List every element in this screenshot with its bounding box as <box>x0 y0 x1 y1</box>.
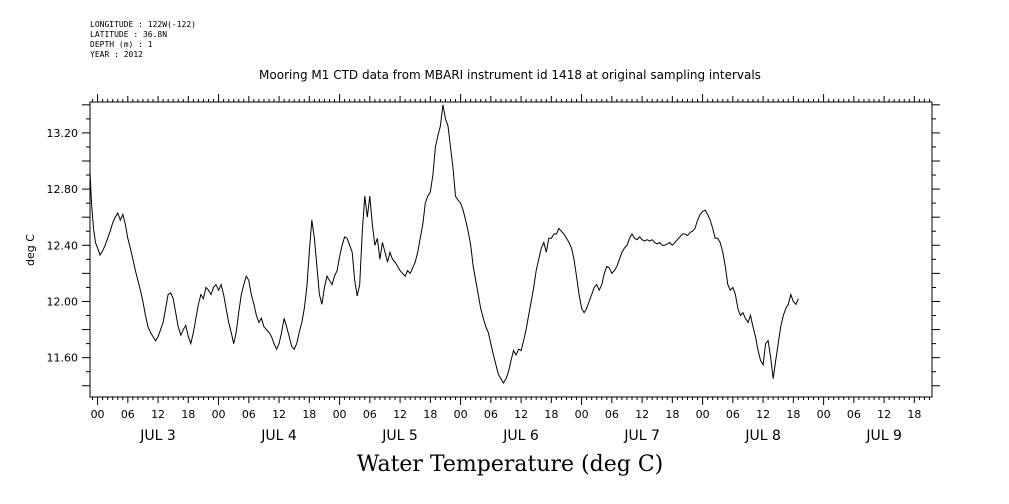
x-hour-label: 06 <box>726 408 740 421</box>
x-hour-label: 18 <box>665 408 679 421</box>
x-hour-label: 00 <box>333 408 347 421</box>
y-tick-labels: 11.60 12.00 12.40 12.80 13.20 <box>47 127 79 365</box>
y-tick-label: 11.60 <box>47 352 79 365</box>
y-axis-label: deg C <box>24 234 37 266</box>
x-hour-label: 18 <box>423 408 437 421</box>
x-hour-label: 00 <box>817 408 831 421</box>
x-hour-label: 18 <box>181 408 195 421</box>
x-hour-label: 12 <box>877 408 891 421</box>
year-text: YEAR : 2012 <box>90 50 143 59</box>
x-hour-label: 06 <box>605 408 619 421</box>
depth-text: DEPTH (m) : 1 <box>90 40 153 49</box>
x-day-label: JUL 9 <box>865 428 902 444</box>
x-hour-label: 00 <box>575 408 589 421</box>
x-hour-label: 06 <box>484 408 498 421</box>
day-labels: JUL 3 JUL 4 JUL 5 JUL 6 JUL 7 JUL 8 JUL 9 <box>139 428 902 444</box>
x-hour-label: 06 <box>363 408 377 421</box>
axis-ticks <box>82 94 940 405</box>
y-tick-label: 12.40 <box>47 239 79 252</box>
y-tick-label: 13.20 <box>47 127 79 140</box>
x-day-label: JUL 6 <box>502 428 539 444</box>
x-hour-label: 00 <box>454 408 468 421</box>
chart-title: Mooring M1 CTD data from MBARI instrumen… <box>259 68 761 82</box>
y-tick-label: 12.00 <box>47 295 79 308</box>
header-metadata: LONGITUDE : 122W(-122) LATITUDE : 36.8N … <box>90 20 196 60</box>
x-hour-label: 12 <box>635 408 649 421</box>
x-hour-label: 06 <box>121 408 135 421</box>
x-hour-label: 00 <box>91 408 105 421</box>
x-hour-label: 06 <box>242 408 256 421</box>
latitude-text: LATITUDE : 36.8N <box>90 30 168 39</box>
x-hour-label: 12 <box>151 408 165 421</box>
x-hour-label: 18 <box>302 408 316 421</box>
x-hour-label: 18 <box>786 408 800 421</box>
plot-frame <box>89 101 933 398</box>
y-tick-label: 12.80 <box>47 183 79 196</box>
series-line-water-temperature <box>89 104 799 384</box>
x-hour-label: 12 <box>514 408 528 421</box>
x-hour-label: 12 <box>272 408 286 421</box>
x-tick-labels: 00 06 12 18 00 06 12 18 00 06 12 18 00 06 12 18 00 06 12 18… <box>91 408 922 421</box>
x-hour-label: 12 <box>756 408 770 421</box>
x-day-label: JUL 3 <box>139 428 176 444</box>
x-hour-label: 12 <box>393 408 407 421</box>
x-hour-label: 18 <box>907 408 921 421</box>
x-hour-label: 00 <box>212 408 226 421</box>
x-day-label: JUL 5 <box>381 428 418 444</box>
x-hour-label: 06 <box>847 408 861 421</box>
x-day-label: JUL 7 <box>623 428 660 444</box>
x-axis-title: Water Temperature (deg C) <box>356 452 664 477</box>
longitude-text: LONGITUDE : 122W(-122) <box>90 20 196 29</box>
x-day-label: JUL 4 <box>260 428 297 444</box>
x-day-label: JUL 8 <box>744 428 781 444</box>
x-hour-label: 18 <box>544 408 558 421</box>
x-hour-label: 00 <box>696 408 710 421</box>
